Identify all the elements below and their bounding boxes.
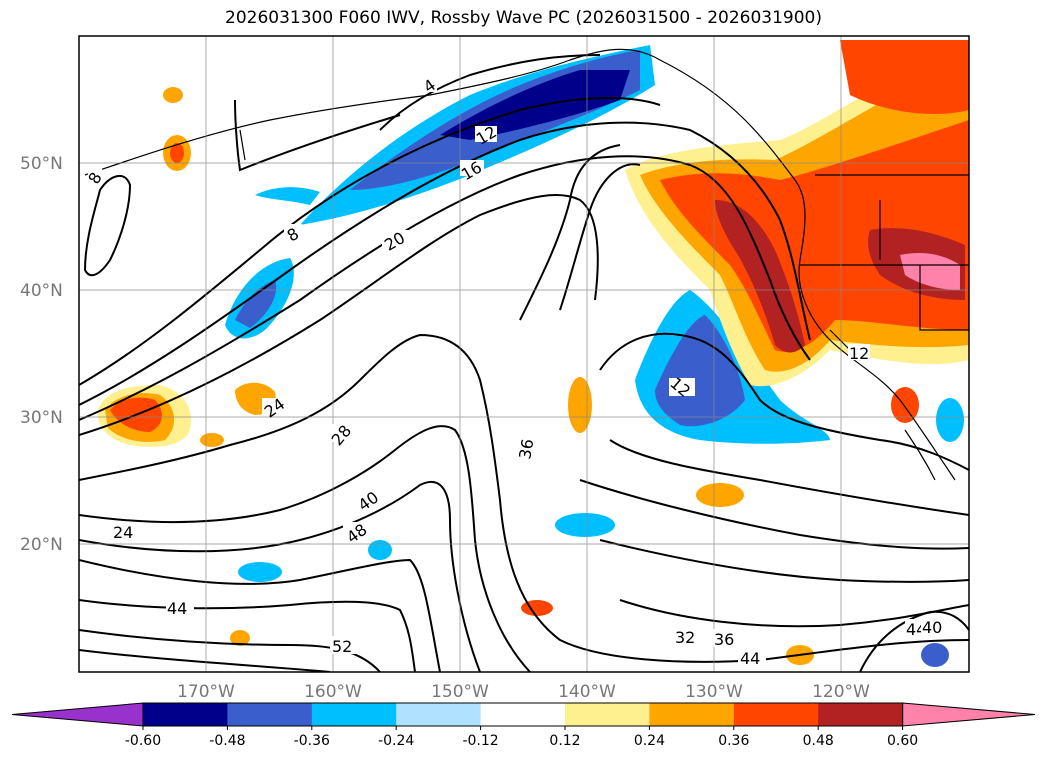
colorbar: -0.60 -0.48 -0.36 -0.24 -0.12 0.12 0.24 0.36 0.4…: [11, 702, 1036, 749]
contour-label: 44: [740, 649, 760, 668]
colorbar-extend-low: [11, 702, 144, 727]
lon-label: 120°W: [812, 682, 870, 702]
colorbar-tick-label: -0.36: [294, 733, 330, 749]
colorbar-segment: [143, 703, 228, 726]
map-title: 2026031300 F060 IWV, Rossby Wave PC (202…: [225, 8, 822, 28]
colorbar-tick-label: 0.24: [634, 733, 665, 749]
colorbar-segment: [818, 703, 904, 726]
negative-anomaly-west: [225, 258, 294, 339]
colorbar-segment: [480, 703, 566, 726]
colorbar-segment: [311, 703, 397, 726]
contour-label: 12: [849, 344, 869, 363]
colorbar-tick-label: -0.12: [462, 733, 498, 749]
iwv-contours: [79, 54, 969, 672]
colorbar-segment: [227, 703, 313, 726]
map-gridlines: [79, 36, 969, 672]
contour-label: 32: [675, 628, 695, 647]
lat-label: 40°N: [20, 281, 63, 301]
lon-label: 160°W: [304, 682, 362, 702]
negative-anomaly-east: [635, 290, 830, 444]
map-frame: [78, 35, 970, 673]
lon-label: 130°W: [685, 682, 743, 702]
lon-label: 140°W: [558, 682, 616, 702]
scattered-anomalies: [163, 87, 964, 667]
latitude-labels: 50°N 40°N 30°N 20°N: [20, 154, 63, 555]
map-plot-area: 4 8 12 16 20 24 24 28 36 40 48 44 52 32 …: [79, 36, 969, 672]
colorbar-segment: [396, 703, 482, 726]
colorbar-tick-label: -0.24: [378, 733, 414, 749]
lat-label: 30°N: [20, 408, 63, 428]
contour-label: 40: [922, 618, 942, 637]
colorbar-segment: [649, 703, 735, 726]
colorbar-tick-label: 0.48: [803, 733, 834, 749]
contour-label: 36: [515, 437, 537, 460]
colorbar-tick-label: -0.48: [209, 733, 245, 749]
lon-label: 170°W: [177, 682, 235, 702]
longitude-labels: 170°W 160°W 150°W 140°W 130°W 120°W: [177, 682, 870, 702]
colorbar-tick-label: -0.60: [125, 733, 161, 749]
colorbar-tick-label: 0.60: [887, 733, 918, 749]
contour-label: 44: [167, 599, 187, 618]
lat-label: 50°N: [20, 154, 63, 174]
colorbar-outline: [142, 702, 904, 727]
contour-label: 52: [332, 637, 352, 656]
colorbar-segment: [565, 703, 650, 726]
colorbar-tick-label: 0.12: [549, 733, 580, 749]
contour-label: 24: [113, 523, 133, 542]
contour-label: 36: [714, 630, 734, 649]
lon-label: 150°W: [431, 682, 489, 702]
lat-label: 20°N: [20, 535, 63, 555]
colorbar-segment: [733, 703, 819, 726]
colorbar-tick-label: 0.36: [718, 733, 749, 749]
colorbar-extend-high: [902, 702, 1036, 727]
